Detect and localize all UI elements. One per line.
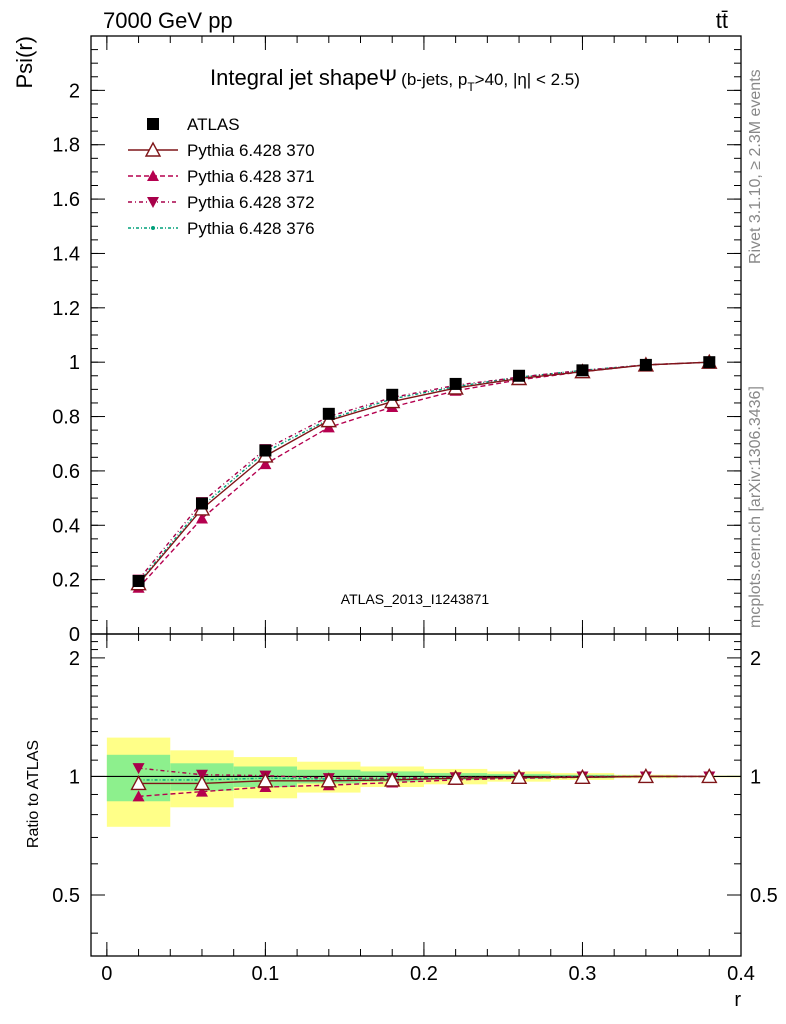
y-tick-label: 1.8 [52, 135, 80, 157]
legend-label-p371: Pythia 6.428 371 [187, 167, 315, 186]
data-point-p370 [637, 767, 655, 784]
data-point-p371 [132, 790, 145, 802]
data-point-p370 [384, 771, 401, 787]
data-point-atlas [322, 407, 335, 420]
legend-label-p372: Pythia 6.428 372 [187, 193, 315, 212]
y-tick-label: 1.2 [52, 298, 80, 320]
x-tick-label: 0.4 [727, 963, 755, 985]
energy-label: 7000 GeV pp [103, 8, 233, 33]
data-point-p371 [147, 170, 159, 181]
data-point-p370 [257, 772, 274, 788]
data-point-atlas [386, 388, 399, 401]
data-point-atlas [639, 358, 652, 371]
svg-text:Integral jet shapeΨ(b-jets, pT: Integral jet shapeΨ (b-jets, pT>40, |η| <… [210, 65, 580, 94]
data-point-p370 [320, 772, 337, 788]
data-point-p370 [447, 769, 464, 785]
y-tick-label: 0.4 [52, 515, 80, 537]
ratio-series-layer [130, 763, 718, 802]
y-tick-label: 2 [69, 80, 80, 102]
y-tick-label: 1.4 [52, 243, 80, 265]
rivet-label: Rivet 3.1.10, ≥ 2.3M events [747, 69, 764, 264]
x-axis-label: r [734, 989, 741, 1011]
data-point-atlas [513, 369, 526, 382]
data-point-p370 [384, 393, 401, 409]
data-point-p370 [701, 767, 718, 784]
data-point-atlas [703, 356, 716, 369]
data-point-p370 [320, 412, 337, 428]
y-tick-label: 0.2 [52, 570, 80, 592]
data-point-p371 [259, 458, 272, 470]
ratio-axis-label: Ratio to ATLAS [25, 740, 42, 848]
y-tick-label: 0 [69, 624, 80, 646]
mcplots-label: mcplots.cern.ch [arXiv:1306.3436] [747, 386, 764, 628]
data-point-atlas [147, 118, 159, 130]
ratio-tick-label-right: 2 [750, 648, 761, 670]
data-point-atlas [195, 497, 208, 510]
chart-title: Integral jet shapeΨ (b-jets, pT>40, |η| <… [210, 65, 580, 94]
title-symbol: Ψ [379, 65, 397, 90]
data-point-atlas [132, 574, 145, 587]
y-tick-label: 0.6 [52, 461, 80, 483]
y-axis-label: Psi(r) [12, 36, 37, 89]
title-main: Integral jet shape [210, 65, 379, 90]
data-point-p372 [132, 763, 145, 775]
data-point-atlas [576, 364, 589, 377]
data-point-atlas [449, 377, 462, 390]
main-series-layer [130, 353, 718, 593]
x-tick-label: 0.2 [410, 963, 438, 985]
data-point-p370 [193, 774, 211, 791]
ratio-tick-label: 2 [69, 648, 80, 670]
y-tick-label: 1 [69, 352, 80, 374]
ratio-line-p370 [138, 775, 710, 785]
series-line-p372 [138, 361, 710, 581]
series-line-p371 [138, 361, 710, 589]
data-point-p370 [574, 768, 591, 785]
legend-label-atlas: ATLAS [187, 115, 240, 134]
y-tick-label: 0.8 [52, 407, 80, 429]
ratio-frame [90, 633, 742, 957]
data-point-p372 [147, 197, 159, 208]
data-point-p370 [510, 768, 528, 785]
analysis-watermark: ATLAS_2013_I1243871 [341, 591, 490, 607]
legend-label-p370: Pythia 6.428 370 [187, 141, 315, 160]
data-point-p371 [195, 785, 208, 797]
series-line-p370 [138, 361, 710, 585]
data-point-p376 [151, 226, 155, 230]
data-point-atlas [259, 444, 272, 457]
x-tick-label: 0.3 [569, 963, 597, 985]
legend-label-p376: Pythia 6.428 376 [187, 219, 315, 238]
title-extra: (b-jets, p [401, 70, 467, 89]
ratio-tick-label-right: 0.5 [750, 885, 778, 907]
title-tail: >40, |η| < 2.5) [475, 70, 580, 89]
legend: ATLAS Pythia 6.428 370 Pythia 6.428 371 Pyt… [128, 115, 315, 238]
title-sub: T [467, 80, 475, 94]
x-tick-label: 0.1 [251, 963, 279, 985]
ratio-tick-label-right: 1 [750, 766, 761, 788]
x-tick-label: 0 [101, 963, 112, 985]
ratio-tick-label: 0.5 [52, 885, 80, 907]
process-label: tt̄ [716, 8, 728, 33]
ratio-tick-label: 1 [69, 766, 80, 788]
y-tick-label: 1.6 [52, 189, 80, 211]
data-point-p371 [195, 512, 208, 524]
data-point-p370 [130, 774, 147, 791]
ratio-panel: 0 0.1 0.2 0.3 0.4 0.5 0.5 1 1 2 2 [52, 633, 778, 985]
data-point-p370 [144, 141, 162, 157]
